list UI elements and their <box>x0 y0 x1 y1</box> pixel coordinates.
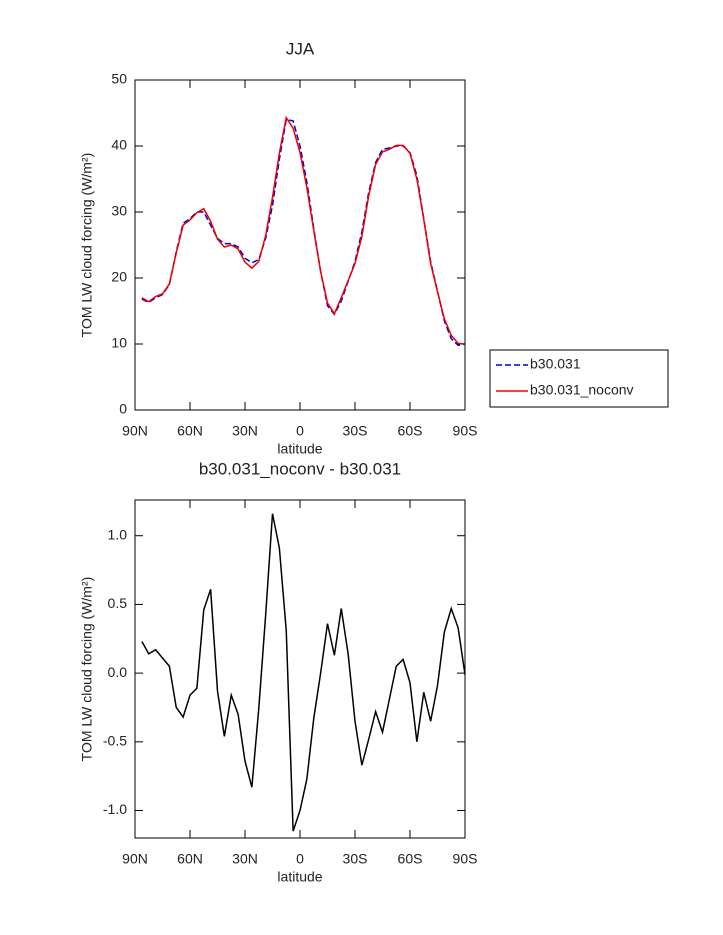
legend-label: b30.031_noconv <box>530 382 634 398</box>
x-tick-label: 60S <box>398 423 423 439</box>
y-tick-label: 10 <box>111 335 127 351</box>
plot-frame <box>134 79 466 411</box>
y-axis-label: TOM LW cloud forcing (W/m²) <box>79 577 95 762</box>
chart-title: b30.031_noconv - b30.031 <box>199 459 401 478</box>
legend-label: b30.031 <box>530 356 581 372</box>
x-tick-label: 0 <box>296 851 304 867</box>
y-tick-label: 0 <box>119 401 127 417</box>
y-tick-label: 1.0 <box>108 526 128 542</box>
x-tick-label: 90S <box>453 851 478 867</box>
y-tick-label: 50 <box>111 71 127 87</box>
x-tick-label: 90N <box>122 851 148 867</box>
y-tick-label: -0.5 <box>103 733 127 749</box>
x-tick-label: 60N <box>177 423 203 439</box>
x-tick-label: 60N <box>177 851 203 867</box>
y-tick-label: 0.5 <box>108 595 128 611</box>
x-tick-label: 90N <box>122 423 148 439</box>
y-tick-label: 40 <box>111 137 127 153</box>
x-tick-label: 90S <box>453 423 478 439</box>
x-tick-label: 30N <box>232 423 258 439</box>
data-line <box>141 118 466 347</box>
x-tick-label: 30N <box>232 851 258 867</box>
data-line <box>141 115 466 345</box>
x-tick-label: 30S <box>343 423 368 439</box>
x-tick-label: 0 <box>296 423 304 439</box>
x-tick-label: 30S <box>343 851 368 867</box>
y-tick-label: -1.0 <box>103 801 127 817</box>
legend-box <box>489 349 669 408</box>
x-axis-label: latitude <box>277 441 322 457</box>
y-tick-label: 30 <box>111 203 127 219</box>
x-tick-label: 60S <box>398 851 423 867</box>
data-line <box>141 513 466 832</box>
x-axis-label: latitude <box>277 869 322 885</box>
plot-frame <box>134 499 466 839</box>
y-axis-label: TOM LW cloud forcing (W/m²) <box>79 153 95 338</box>
y-tick-label: 20 <box>111 269 127 285</box>
chart-title: JJA <box>286 39 315 58</box>
y-tick-label: 0.0 <box>108 664 128 680</box>
